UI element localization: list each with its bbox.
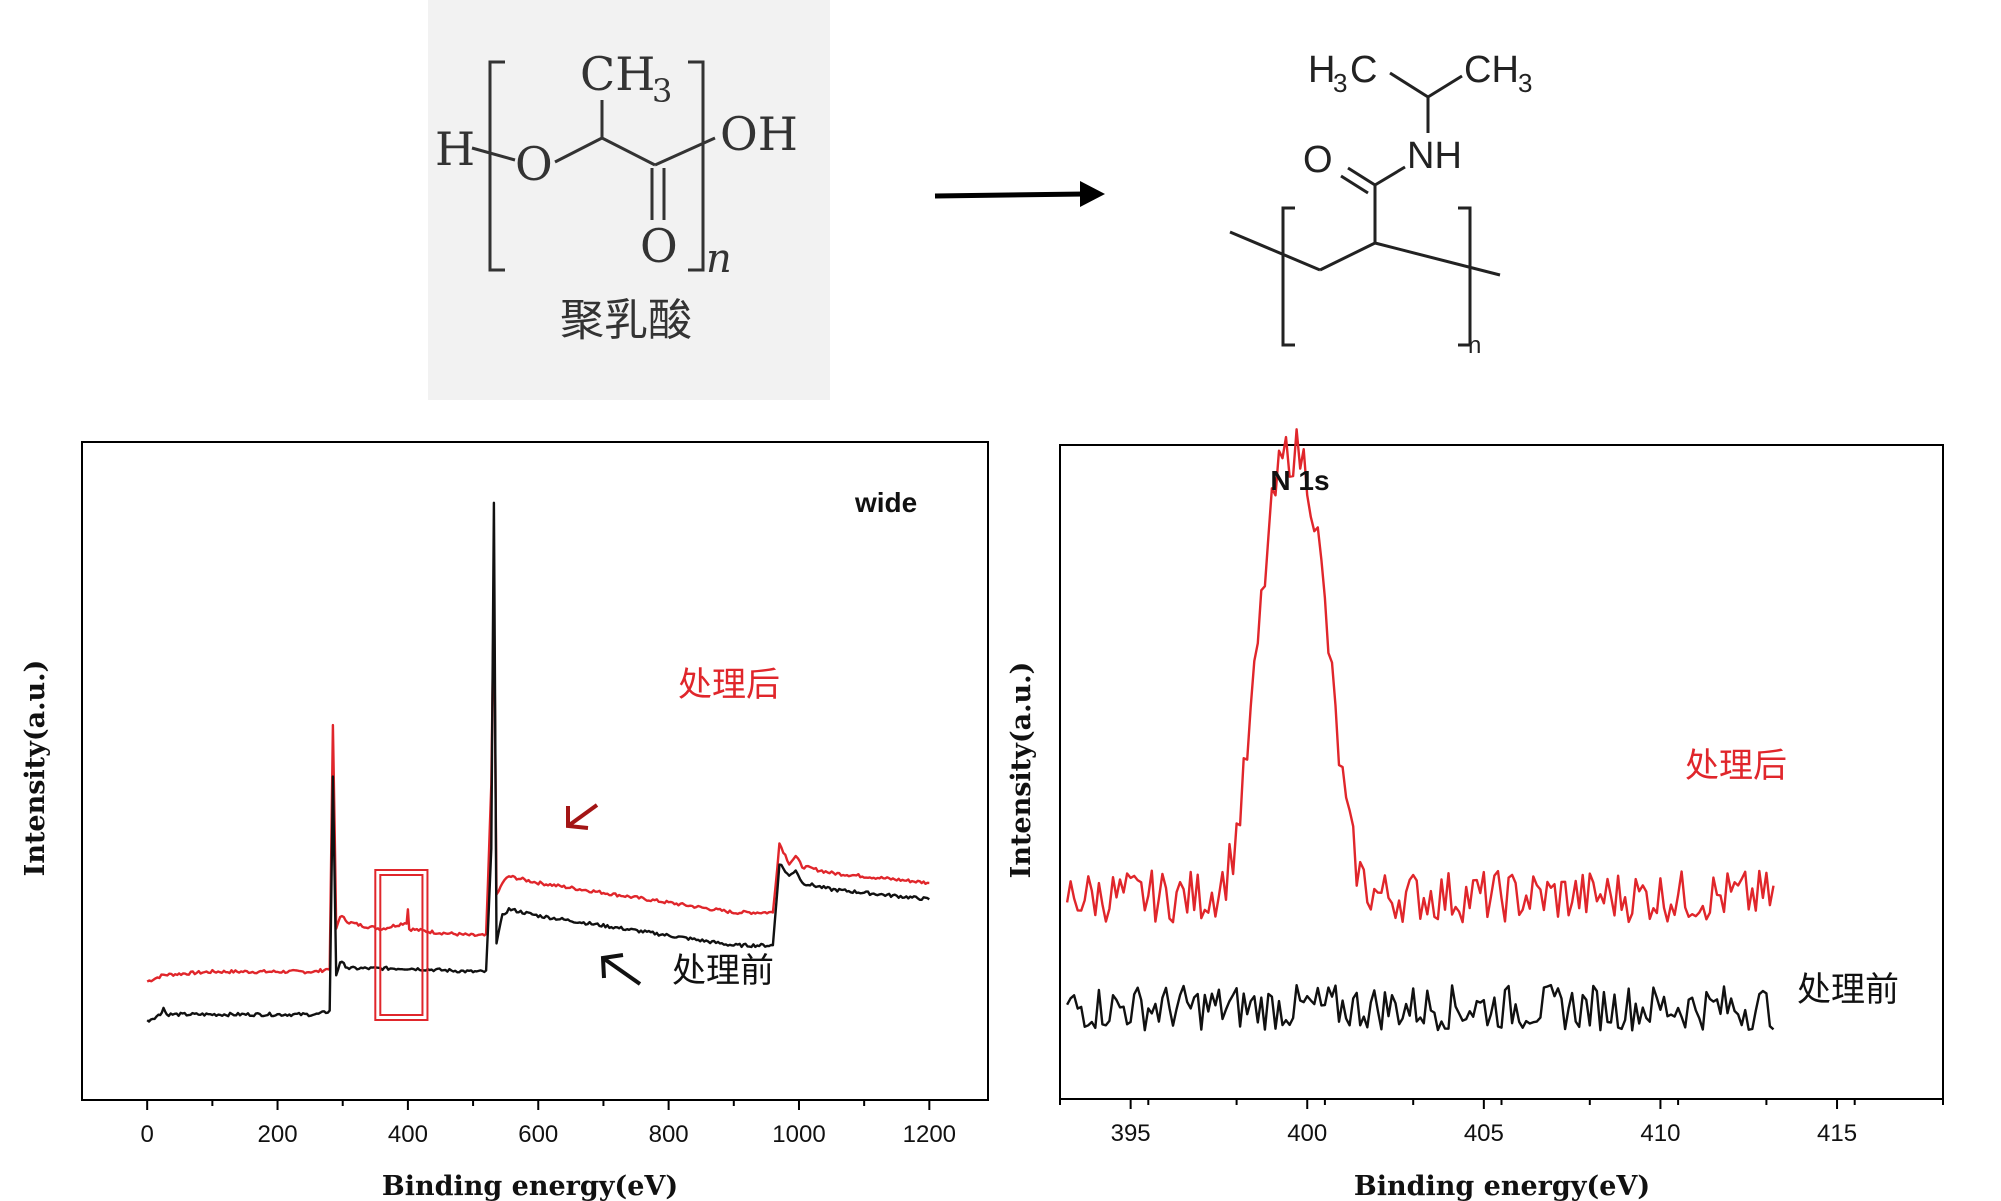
chart2-series-after — [1065, 428, 1775, 924]
pnipam-bond-c-n — [1374, 165, 1406, 187]
pnipam-bond-ch-ch3-left — [1389, 71, 1429, 99]
pla-oh-label: OH — [720, 107, 798, 161]
pnipam-repeat-n: n — [1468, 332, 1481, 359]
chart1-x-label: Binding energy(eV) — [382, 1171, 678, 1201]
chart1-frame — [81, 441, 989, 1101]
pnipam-bond-backbone-1 — [1229, 230, 1321, 272]
chart2-title: N 1s — [1270, 465, 1329, 496]
chart1-x-tick-label: 800 — [649, 1121, 689, 1148]
chart1-y-label: Intensity(a.u.) — [20, 660, 51, 877]
pla-carbonyl-o-label: O — [640, 219, 678, 273]
pnipam-h3c-subscript: 3 — [1333, 68, 1347, 98]
pnipam-right-bracket — [1458, 206, 1472, 347]
chart2-x-tick-label: 410 — [1640, 1120, 1680, 1147]
chart1-highlight-box-inner — [379, 874, 424, 1016]
pla-name-label: 聚乳酸 — [560, 295, 692, 346]
pla-panel-background — [428, 0, 830, 400]
chart1-x-tick-label: 400 — [388, 1121, 428, 1148]
pla-ch3-subscript: 3 — [652, 72, 672, 110]
pnipam-left-bracket — [1281, 206, 1295, 347]
pla-bond-carbonyl-oh — [654, 136, 716, 167]
pnipam-ch3-label: CH — [1464, 49, 1519, 91]
chart1-x-tick-label: 200 — [258, 1121, 298, 1148]
chart1-series-after — [146, 587, 930, 983]
pnipam-bond-c-o-2 — [1340, 174, 1369, 195]
reaction-arrow — [934, 181, 1105, 207]
chart1-x-tick-label: 0 — [141, 1121, 154, 1148]
chart1-label-after: 处理后 — [678, 665, 780, 705]
pnipam-h3c-c: C — [1350, 49, 1377, 91]
chart2-series-before — [1066, 983, 1775, 1032]
pnipam-nh-label: NH — [1407, 135, 1462, 177]
chart2-x-tick-label: 400 — [1287, 1120, 1327, 1147]
xps-n1s-chart: 395 400 405 410 415 N 1s 处理后 处理前 Binding ene… — [1006, 428, 1944, 1201]
chart1-x-tick-label: 600 — [518, 1121, 558, 1148]
pla-bond-h-o — [471, 146, 516, 162]
chart2-x-tick-label: 395 — [1111, 1120, 1151, 1147]
pnipam-bond-backbone-2 — [1319, 241, 1376, 272]
chart2-x-axis: 395 400 405 410 415 — [1059, 1099, 1944, 1147]
pnipam-bond-ch-ch3-right — [1427, 74, 1463, 99]
chart1-title: wide — [854, 487, 917, 518]
pla-left-bracket — [488, 60, 505, 272]
chart1-series-before — [146, 501, 930, 1023]
chart2-label-before: 处理前 — [1797, 970, 1899, 1010]
chart1-x-tick-label: 1000 — [772, 1121, 825, 1148]
chart1-x-axis: 0 200 400 600 800 1000 1200 — [141, 1100, 956, 1148]
chart1-label-before: 处理前 — [672, 951, 774, 991]
chart1-arrow-before — [600, 953, 642, 986]
chart2-y-label: Intensity(a.u.) — [1006, 662, 1037, 879]
chart1-arrow-after — [566, 803, 599, 830]
chart2-x-tick-label: 415 — [1817, 1120, 1857, 1147]
pnipam-bond-c-o-1 — [1347, 166, 1376, 187]
pnipam-h3c-h: H — [1308, 49, 1335, 91]
pla-bond-c-carbonyl — [601, 136, 656, 167]
pnipam-o-label: O — [1303, 139, 1333, 181]
pla-structure: H O O OH CH 3 n 聚乳酸 — [428, 0, 830, 400]
xps-wide-chart: 0 200 400 600 800 1000 1200 wide 处理后 处理前 Bindi… — [20, 441, 989, 1201]
pla-right-bracket — [688, 60, 705, 272]
pla-repeat-n: n — [706, 236, 732, 282]
pla-bond-o-c — [554, 136, 603, 164]
chart2-x-tick-label: 405 — [1464, 1120, 1504, 1147]
pla-ch3-label: CH — [580, 47, 655, 101]
pnipam-ch3-subscript: 3 — [1518, 68, 1532, 98]
pla-o-label: O — [515, 137, 553, 191]
chart2-label-after: 处理后 — [1685, 746, 1787, 786]
pnipam-bond-backbone-3 — [1374, 241, 1501, 277]
pla-h-label: H — [435, 122, 475, 176]
chart2-x-label: Binding energy(eV) — [1354, 1171, 1650, 1201]
pnipam-structure: H 3 C CH 3 O NH n — [1229, 49, 1532, 359]
chart1-x-tick-label: 1200 — [903, 1121, 956, 1148]
chart1-highlight-box — [374, 869, 429, 1021]
